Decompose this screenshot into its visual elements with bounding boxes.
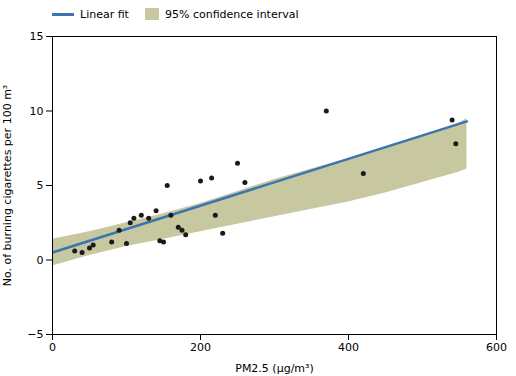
svg-text:5: 5 (37, 179, 44, 192)
svg-text:15: 15 (30, 30, 44, 43)
html-text:Linear fit: Linear fit (80, 7, 129, 21)
svg-text:0: 0 (37, 254, 44, 267)
svg-text:No. of burning cigarettes per: No. of burning cigarettes per 100 m³ (1, 85, 14, 287)
svg-text:PM2.5 (μg/m³): PM2.5 (μg/m³) (235, 362, 314, 375)
svg-text:−5: −5 (27, 328, 43, 341)
html-text:95% confidence interval: 95% confidence interval (164, 7, 299, 21)
svg-text:10: 10 (30, 105, 44, 118)
svg-text:200: 200 (190, 341, 211, 354)
svg-text:400: 400 (338, 341, 359, 354)
svg-text:0: 0 (49, 341, 56, 354)
svg-text:600: 600 (486, 341, 507, 354)
